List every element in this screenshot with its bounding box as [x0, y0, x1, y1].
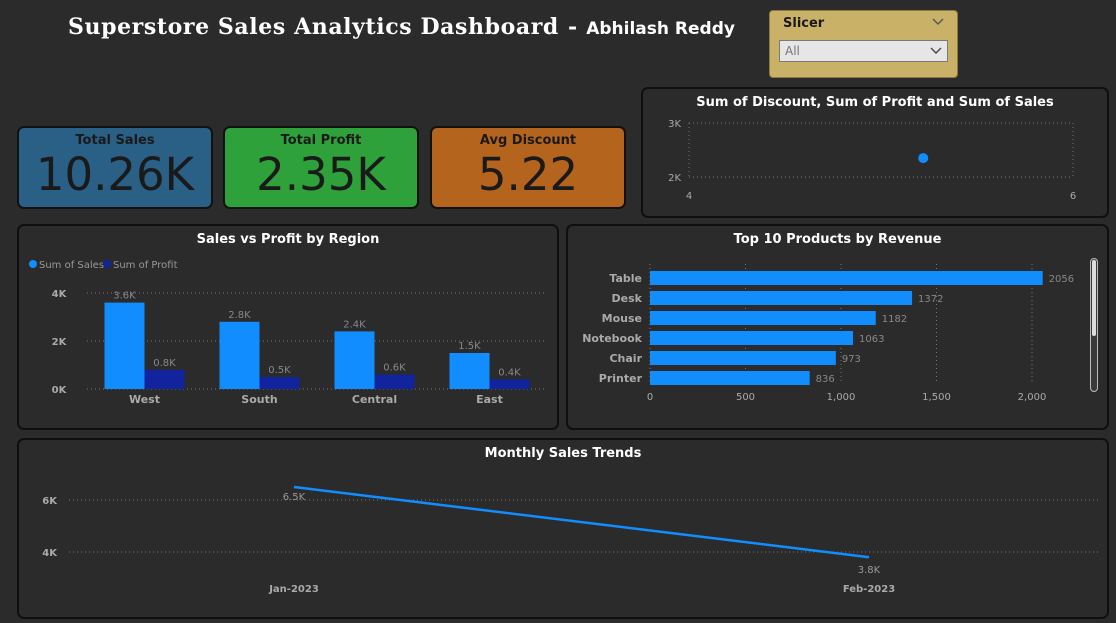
kpi-value: 2.35K — [256, 148, 386, 201]
y-tick-label: Printer — [599, 372, 643, 385]
kpi-total-profit: Total Profit 2.35K — [223, 126, 419, 209]
y-tick-label: 2K — [668, 173, 681, 184]
x-tick-label: Feb-2023 — [843, 584, 895, 595]
scrollbar-thumb[interactable] — [1092, 260, 1096, 336]
data-label: 2056 — [1049, 274, 1074, 285]
y-tick-label: 2K — [52, 337, 68, 348]
kpi-label: Avg Discount — [479, 133, 577, 148]
bar — [650, 331, 854, 345]
monthly-chart: 4K 6K Jan-2023 6.5K Feb-2023 3.8K — [42, 485, 1099, 595]
y-tick-label: 4K — [42, 548, 58, 559]
y-tick-label: Notebook — [582, 332, 642, 345]
legend-marker — [29, 260, 37, 268]
x-tick-label: East — [476, 393, 503, 406]
x-tick-label: West — [129, 393, 160, 406]
data-label: 0.8K — [153, 358, 176, 369]
bar — [449, 353, 490, 389]
x-tick-label: 1,000 — [827, 392, 856, 403]
dashboard-title: Superstore Sales Analytics Dashboard - A… — [68, 14, 735, 40]
data-label: 0.5K — [268, 365, 291, 376]
title-author: Abhilash Reddy — [586, 19, 735, 39]
legend-marker — [103, 260, 111, 268]
bar — [650, 371, 810, 385]
y-tick-label: Chair — [609, 352, 642, 365]
kpi-total-sales: Total Sales 10.26K — [17, 126, 213, 209]
x-tick-label: Central — [352, 393, 397, 406]
legend-label: Sum of Sales — [39, 260, 104, 271]
panel-title: Top 10 Products by Revenue — [733, 232, 942, 247]
monthly-panel[interactable]: Monthly Sales Trends 4K 6K Jan-2023 6.5K Feb… — [17, 438, 1109, 619]
bar — [334, 331, 375, 389]
products-scrollbar[interactable] — [1090, 258, 1098, 392]
y-tick-label: 0K — [52, 385, 68, 396]
chevron-down-icon[interactable] — [932, 18, 944, 26]
data-label: 2.4K — [343, 319, 366, 330]
products-panel[interactable]: Top 10 Products by Revenue 0 500 1,000 1,50… — [566, 224, 1109, 430]
kpi-avg-discount: Avg Discount 5.22 — [430, 126, 626, 209]
data-label: 3.6K — [113, 291, 136, 302]
chevron-down-icon — [930, 47, 942, 54]
slicer: Slicer All — [769, 10, 958, 78]
kpi-label: Total Profit — [280, 133, 362, 148]
bar — [650, 351, 836, 365]
data-label: 2.8K — [228, 310, 251, 321]
scatter-panel[interactable]: Sum of Discount, Sum of Profit and Sum o… — [641, 87, 1109, 218]
y-tick-label: 4K — [52, 289, 68, 300]
title-main: Superstore Sales Analytics Dashboard — [68, 14, 559, 40]
slicer-dropdown[interactable]: All — [779, 40, 948, 62]
panel-title: Monthly Sales Trends — [484, 446, 642, 461]
products-chart: 0 500 1,000 1,500 2,000 Table 2056 Desk 1372 Mous… — [582, 264, 1074, 403]
bar — [104, 302, 145, 389]
series-line — [293, 485, 870, 559]
region-chart: Sum of Sales Sum of Profit 0K 2K 4K 3.6K 0.8K W… — [29, 260, 547, 406]
scatter-chart: 2K 3K 4 6 — [668, 119, 1076, 202]
y-tick-label: Mouse — [602, 312, 642, 325]
bar — [650, 311, 876, 325]
data-label: 6.5K — [283, 492, 306, 503]
x-tick-label: Jan-2023 — [268, 584, 319, 595]
data-label: 1372 — [918, 294, 943, 305]
slicer-title: Slicer — [783, 16, 825, 31]
y-tick-label: 6K — [42, 496, 58, 507]
x-tick-label: South — [241, 393, 277, 406]
x-tick-label: 4 — [686, 191, 692, 202]
title-separator: - — [567, 14, 578, 40]
bar — [259, 377, 300, 389]
bar — [650, 271, 1043, 285]
data-label: 3.8K — [858, 565, 881, 576]
bar — [144, 369, 185, 389]
kpi-value: 5.22 — [477, 148, 579, 201]
panel-title: Sum of Discount, Sum of Profit and Sum o… — [696, 95, 1054, 110]
bar — [219, 321, 260, 389]
scatter-point — [918, 153, 929, 164]
data-label: 1182 — [882, 314, 907, 325]
data-label: 0.4K — [498, 367, 521, 378]
y-tick-label: Desk — [612, 292, 643, 305]
y-tick-label: Table — [609, 272, 642, 285]
kpi-value: 10.26K — [35, 148, 195, 201]
y-tick-label: 3K — [668, 119, 681, 130]
bar — [650, 291, 913, 305]
data-label: 1063 — [859, 334, 884, 345]
x-tick-label: 2,000 — [1018, 392, 1047, 403]
data-label: 1.5K — [458, 341, 481, 352]
kpi-label: Total Sales — [75, 133, 155, 148]
slicer-selected-value: All — [785, 44, 800, 58]
region-panel[interactable]: Sales vs Profit by Region Sum of Sales Su… — [17, 224, 559, 430]
panel-title: Sales vs Profit by Region — [196, 232, 380, 247]
bar — [374, 374, 415, 389]
bar — [489, 379, 530, 389]
data-label: 0.6K — [383, 363, 406, 374]
legend-label: Sum of Profit — [113, 260, 178, 271]
x-tick-label: 6 — [1070, 191, 1076, 202]
data-label: 836 — [816, 374, 835, 385]
x-tick-label: 500 — [736, 392, 755, 403]
x-tick-label: 1,500 — [922, 392, 951, 403]
x-tick-label: 0 — [647, 392, 653, 403]
data-label: 973 — [842, 354, 861, 365]
